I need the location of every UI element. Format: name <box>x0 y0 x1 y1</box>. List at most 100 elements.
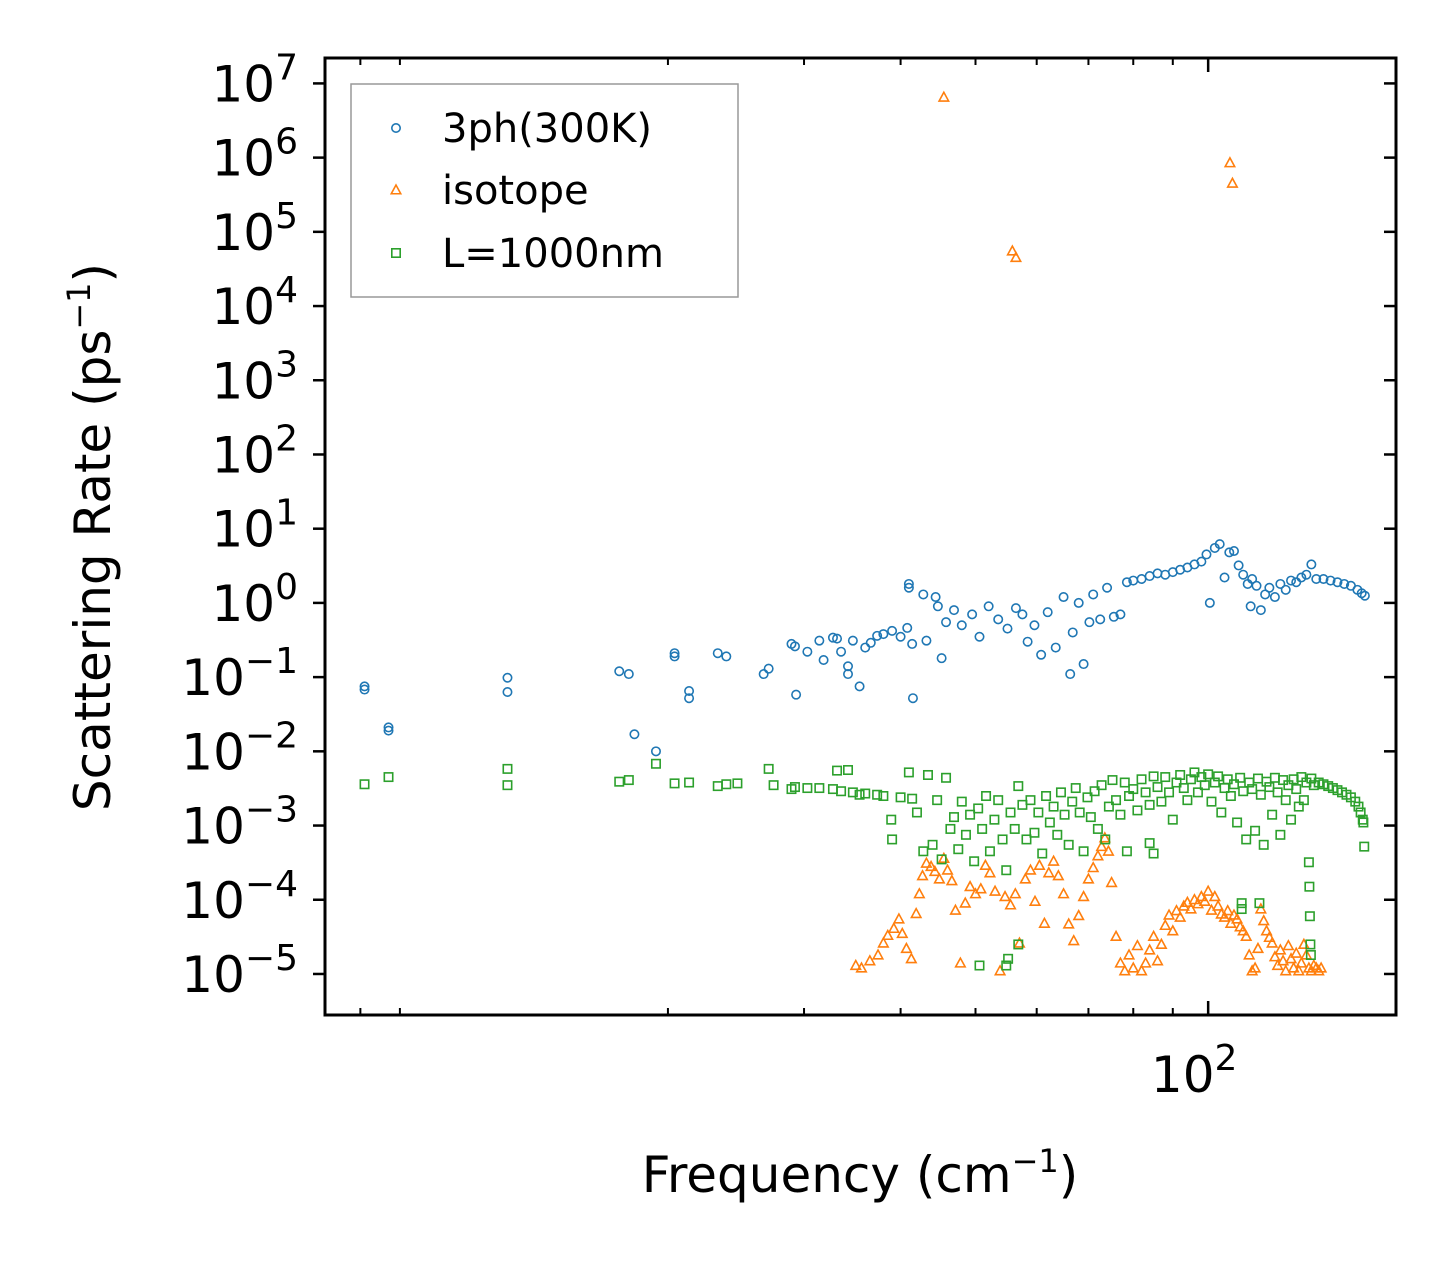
data-point <box>1132 805 1143 816</box>
data-point <box>956 796 967 807</box>
data-point <box>887 834 898 845</box>
data-point <box>1255 605 1266 616</box>
data-point <box>1264 782 1275 793</box>
data-point <box>1209 777 1220 788</box>
data-point <box>1057 887 1070 899</box>
data-point <box>1230 912 1244 924</box>
data-point <box>1121 846 1132 857</box>
data-point <box>903 767 914 778</box>
data-point <box>1151 954 1164 966</box>
data-point <box>1089 786 1100 797</box>
y-tick-label: 104 <box>211 270 298 336</box>
data-point <box>1247 573 1258 584</box>
data-point <box>905 952 918 964</box>
data-point <box>1305 964 1318 976</box>
data-point <box>1233 560 1244 571</box>
data-point <box>1286 575 1297 586</box>
data-point <box>930 592 941 603</box>
data-point <box>892 912 906 924</box>
data-point <box>913 887 926 899</box>
data-point <box>1268 950 1281 962</box>
data-point <box>502 763 513 774</box>
data-point <box>1254 902 1267 914</box>
data-point <box>721 651 732 662</box>
data-point <box>1077 890 1090 902</box>
data-point <box>1118 964 1131 976</box>
data-point <box>1164 787 1175 798</box>
data-point <box>1052 869 1065 881</box>
data-point <box>1166 924 1179 936</box>
data-point <box>1260 924 1273 936</box>
data-point <box>1198 894 1211 906</box>
data-point <box>941 863 954 875</box>
data-point <box>1029 827 1040 838</box>
data-point <box>1136 774 1147 785</box>
data-point <box>949 903 962 915</box>
data-point <box>1196 556 1207 567</box>
data-point <box>1223 156 1237 168</box>
data-point <box>712 648 723 659</box>
data-point <box>1236 898 1247 909</box>
data-point <box>1084 617 1095 628</box>
data-point <box>903 578 914 589</box>
data-point <box>921 635 932 646</box>
data-point <box>768 780 779 791</box>
data-point <box>1002 623 1013 634</box>
data-point <box>1038 916 1051 928</box>
data-point <box>1003 953 1014 964</box>
data-point <box>502 780 513 791</box>
data-point <box>1269 592 1280 603</box>
data-point <box>872 630 883 641</box>
data-point <box>832 765 843 776</box>
data-point <box>1182 795 1193 806</box>
y-tick-label: 10−5 <box>181 938 298 1004</box>
data-point <box>1131 939 1144 951</box>
data-point <box>1279 964 1292 976</box>
data-point <box>1070 783 1081 794</box>
y-tick-label: 102 <box>211 418 298 484</box>
data-point <box>983 866 997 878</box>
data-point <box>1119 777 1130 788</box>
data-point <box>684 777 695 788</box>
data-point <box>855 961 868 973</box>
data-point <box>359 681 370 692</box>
data-point <box>789 641 800 652</box>
data-point <box>924 859 938 872</box>
data-point <box>1280 584 1291 595</box>
data-point <box>1156 796 1167 807</box>
data-point <box>1254 898 1265 909</box>
data-point <box>965 809 976 820</box>
data-point <box>1353 801 1364 812</box>
data-point <box>954 956 967 968</box>
data-point <box>963 880 977 892</box>
data-point <box>614 666 625 677</box>
data-point <box>1019 872 1032 884</box>
data-point <box>1121 577 1132 588</box>
data-point <box>383 725 394 736</box>
data-point <box>907 638 918 649</box>
data-point <box>974 960 985 971</box>
data-point <box>1028 894 1042 906</box>
data-point <box>1115 809 1126 820</box>
data-point <box>1148 771 1159 782</box>
data-point <box>1255 789 1266 800</box>
data-point <box>383 722 394 733</box>
data-point <box>623 775 634 786</box>
y-tick-label: 101 <box>211 493 298 559</box>
data-point <box>945 823 956 834</box>
data-point <box>1303 857 1314 868</box>
data-point <box>1114 956 1127 968</box>
data-point <box>953 844 964 855</box>
data-point <box>1122 948 1136 960</box>
data-point <box>1284 952 1298 964</box>
series-square-points <box>359 758 1370 971</box>
data-point <box>993 795 1004 806</box>
data-point <box>1159 918 1172 931</box>
data-point <box>1144 799 1155 810</box>
data-point <box>1248 961 1262 973</box>
data-point <box>1257 914 1270 926</box>
data-point <box>836 646 847 657</box>
data-point <box>359 684 370 695</box>
axis-ticks-group: 10−5 10−4 10−3 10−2 10−1 100 101 102 103 104 105 10… <box>181 47 1396 1104</box>
data-point <box>854 681 865 692</box>
